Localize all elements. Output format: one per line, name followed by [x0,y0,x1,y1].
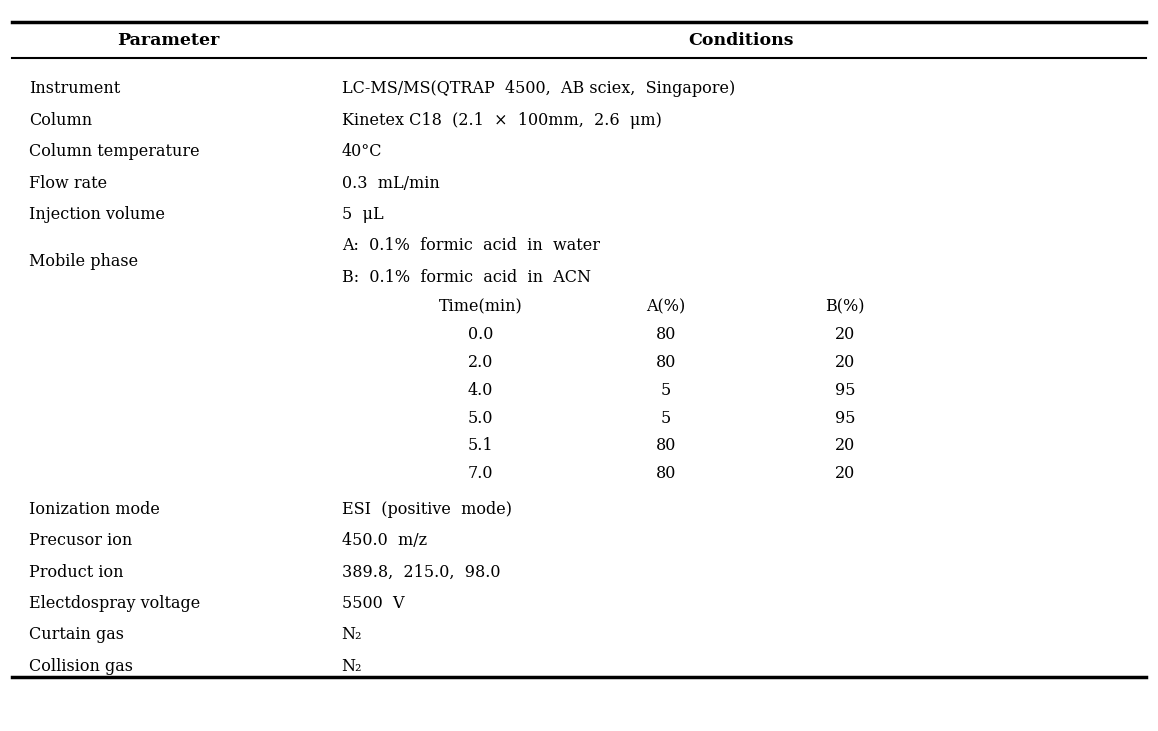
Text: 20: 20 [835,326,856,344]
Text: Mobile phase: Mobile phase [29,253,138,270]
Text: 2.0: 2.0 [468,354,493,371]
Text: Column temperature: Column temperature [29,143,199,160]
Text: Precusor ion: Precusor ion [29,532,132,549]
Text: Ionization mode: Ionization mode [29,501,160,518]
Text: Kinetex C18  (2.1  ×  100mm,  2.6  μm): Kinetex C18 (2.1 × 100mm, 2.6 μm) [342,112,661,129]
Text: Column: Column [29,112,93,129]
Text: 0.3  mL/min: 0.3 mL/min [342,175,439,192]
Text: 5500  V: 5500 V [342,595,404,612]
Text: A(%): A(%) [646,298,686,316]
Text: 80: 80 [655,354,676,371]
Text: 5: 5 [661,382,670,399]
Text: 95: 95 [835,409,856,427]
Text: Instrument: Instrument [29,80,120,97]
Text: 20: 20 [835,465,856,482]
Text: LC-MS/MS(QTRAP  4500,  AB sciex,  Singapore): LC-MS/MS(QTRAP 4500, AB sciex, Singapore… [342,80,735,97]
Text: 95: 95 [835,382,856,399]
Text: 5  μL: 5 μL [342,206,383,223]
Text: Curtain gas: Curtain gas [29,626,124,643]
Text: Flow rate: Flow rate [29,175,107,192]
Text: 80: 80 [655,465,676,482]
Text: N₂: N₂ [342,626,362,643]
Text: 80: 80 [655,326,676,344]
Text: 20: 20 [835,354,856,371]
Text: B(%): B(%) [826,298,865,316]
Text: Parameter: Parameter [117,31,219,49]
Text: Conditions: Conditions [688,31,794,49]
Text: 5.1: 5.1 [468,437,493,455]
Text: 5: 5 [661,409,670,427]
Text: Electdospray voltage: Electdospray voltage [29,595,200,612]
Text: A:  0.1%  formic  acid  in  water: A: 0.1% formic acid in water [342,238,600,254]
Text: 80: 80 [655,437,676,455]
Text: 5.0: 5.0 [468,409,493,427]
Text: 450.0  m/z: 450.0 m/z [342,532,427,549]
Text: 20: 20 [835,437,856,455]
Text: 0.0: 0.0 [468,326,493,344]
Text: B:  0.1%  formic  acid  in  ACN: B: 0.1% formic acid in ACN [342,269,591,286]
Text: 389.8,  215.0,  98.0: 389.8, 215.0, 98.0 [342,564,500,580]
Text: N₂: N₂ [342,658,362,675]
Text: 7.0: 7.0 [468,465,493,482]
Text: Product ion: Product ion [29,564,124,580]
Text: 4.0: 4.0 [468,382,493,399]
Text: Collision gas: Collision gas [29,658,133,675]
Text: ESI  (positive  mode): ESI (positive mode) [342,501,512,518]
Text: Time(min): Time(min) [439,298,522,316]
Text: Injection volume: Injection volume [29,206,164,223]
Text: 40°C: 40°C [342,143,382,160]
